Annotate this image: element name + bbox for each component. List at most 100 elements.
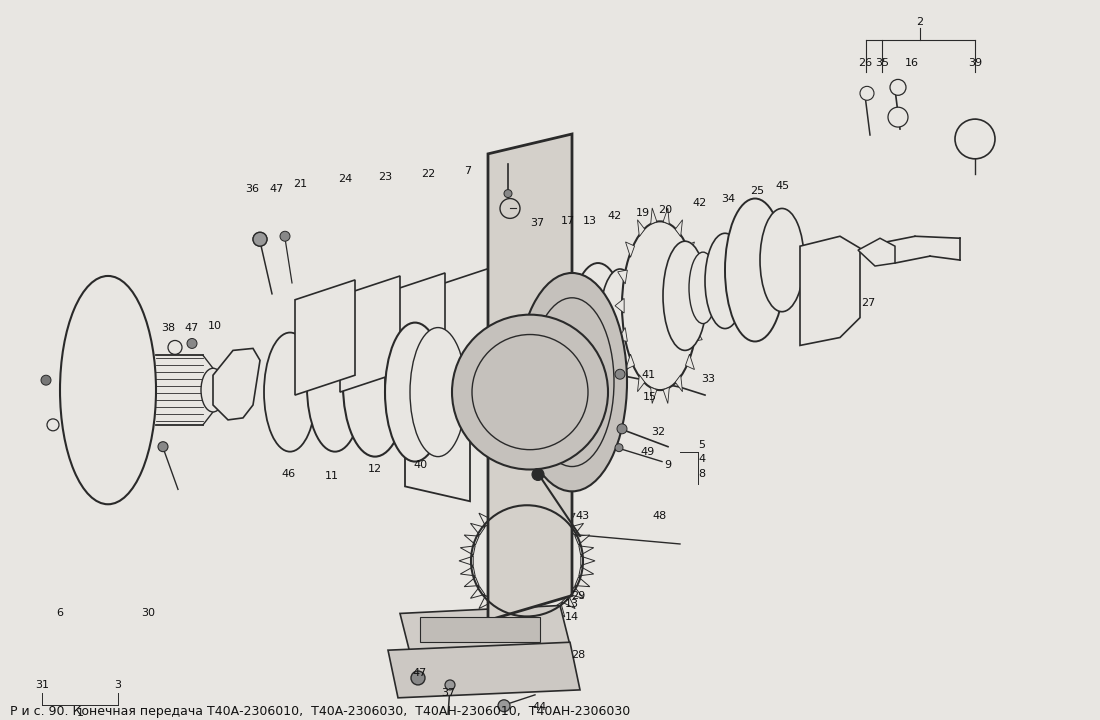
Polygon shape — [569, 587, 583, 598]
Polygon shape — [638, 375, 645, 392]
Polygon shape — [388, 642, 580, 698]
Polygon shape — [213, 348, 260, 420]
Bar — [420, 618, 540, 642]
Ellipse shape — [570, 263, 626, 398]
Polygon shape — [618, 328, 627, 341]
Ellipse shape — [600, 269, 640, 372]
Polygon shape — [478, 513, 493, 526]
Polygon shape — [575, 577, 590, 587]
Text: 38: 38 — [161, 323, 175, 333]
Text: 42: 42 — [693, 199, 707, 209]
Circle shape — [860, 86, 875, 100]
Polygon shape — [626, 354, 635, 369]
Polygon shape — [488, 134, 572, 621]
Text: 25: 25 — [750, 186, 764, 196]
Circle shape — [888, 107, 907, 127]
Ellipse shape — [60, 276, 156, 504]
Ellipse shape — [760, 209, 804, 312]
Text: 39: 39 — [968, 58, 982, 68]
Text: 13: 13 — [565, 598, 579, 608]
Polygon shape — [295, 280, 355, 395]
Polygon shape — [512, 495, 521, 509]
Text: 26: 26 — [858, 58, 872, 68]
Text: 19: 19 — [636, 208, 650, 218]
Text: 42: 42 — [608, 212, 623, 221]
Circle shape — [411, 671, 425, 685]
Ellipse shape — [452, 315, 608, 469]
Polygon shape — [478, 595, 493, 608]
Circle shape — [253, 233, 267, 246]
Text: 4: 4 — [698, 454, 705, 464]
Text: 35: 35 — [874, 58, 889, 68]
Polygon shape — [569, 523, 583, 535]
Polygon shape — [464, 535, 480, 545]
Ellipse shape — [201, 368, 225, 412]
Text: 28: 28 — [571, 650, 585, 660]
Text: 1: 1 — [77, 708, 84, 718]
Text: 45: 45 — [776, 181, 790, 191]
Text: 8: 8 — [698, 469, 705, 480]
Text: 30: 30 — [141, 608, 155, 618]
Polygon shape — [400, 606, 570, 653]
Polygon shape — [579, 546, 594, 555]
Text: 13: 13 — [583, 216, 597, 226]
Text: 29: 29 — [571, 590, 585, 600]
Text: 15: 15 — [644, 392, 657, 402]
Text: 23: 23 — [378, 171, 392, 181]
Polygon shape — [543, 498, 553, 513]
Polygon shape — [685, 354, 694, 369]
Polygon shape — [575, 535, 590, 545]
Text: 24: 24 — [338, 174, 352, 184]
Text: 7: 7 — [464, 166, 472, 176]
Polygon shape — [500, 498, 510, 513]
Polygon shape — [663, 208, 669, 224]
Polygon shape — [858, 238, 895, 266]
Ellipse shape — [705, 233, 745, 328]
Text: 21: 21 — [293, 179, 307, 189]
Circle shape — [617, 424, 627, 433]
Ellipse shape — [725, 199, 785, 341]
Text: 14: 14 — [565, 613, 579, 622]
Polygon shape — [615, 298, 624, 313]
Ellipse shape — [621, 221, 698, 390]
Polygon shape — [618, 270, 627, 284]
Circle shape — [280, 231, 290, 241]
Polygon shape — [490, 603, 500, 617]
Text: 46: 46 — [280, 469, 295, 480]
Circle shape — [158, 442, 168, 451]
Text: 37: 37 — [530, 218, 544, 228]
Circle shape — [532, 469, 544, 480]
Polygon shape — [512, 612, 521, 627]
Ellipse shape — [343, 314, 407, 456]
Polygon shape — [675, 220, 682, 237]
Text: 22: 22 — [421, 168, 436, 179]
Polygon shape — [693, 328, 702, 341]
Polygon shape — [471, 523, 485, 535]
Polygon shape — [490, 505, 500, 519]
Polygon shape — [562, 513, 575, 526]
Polygon shape — [464, 577, 480, 587]
Ellipse shape — [264, 333, 316, 451]
Text: 32: 32 — [651, 427, 666, 437]
Ellipse shape — [955, 119, 996, 159]
Text: 40: 40 — [412, 459, 427, 469]
Circle shape — [615, 444, 623, 451]
Text: 20: 20 — [658, 205, 672, 215]
Ellipse shape — [307, 323, 363, 451]
Polygon shape — [385, 273, 446, 387]
Ellipse shape — [472, 506, 582, 616]
Polygon shape — [532, 495, 542, 509]
Text: 2: 2 — [916, 17, 924, 27]
Polygon shape — [405, 283, 470, 501]
Text: 34: 34 — [720, 194, 735, 204]
Text: 44: 44 — [532, 702, 547, 712]
Circle shape — [504, 189, 512, 197]
Text: 9: 9 — [664, 459, 672, 469]
Text: 31: 31 — [35, 680, 50, 690]
Polygon shape — [522, 614, 531, 629]
Polygon shape — [638, 220, 645, 237]
Polygon shape — [651, 208, 657, 224]
Text: 43: 43 — [576, 511, 590, 521]
Polygon shape — [430, 268, 490, 382]
Polygon shape — [685, 242, 694, 257]
